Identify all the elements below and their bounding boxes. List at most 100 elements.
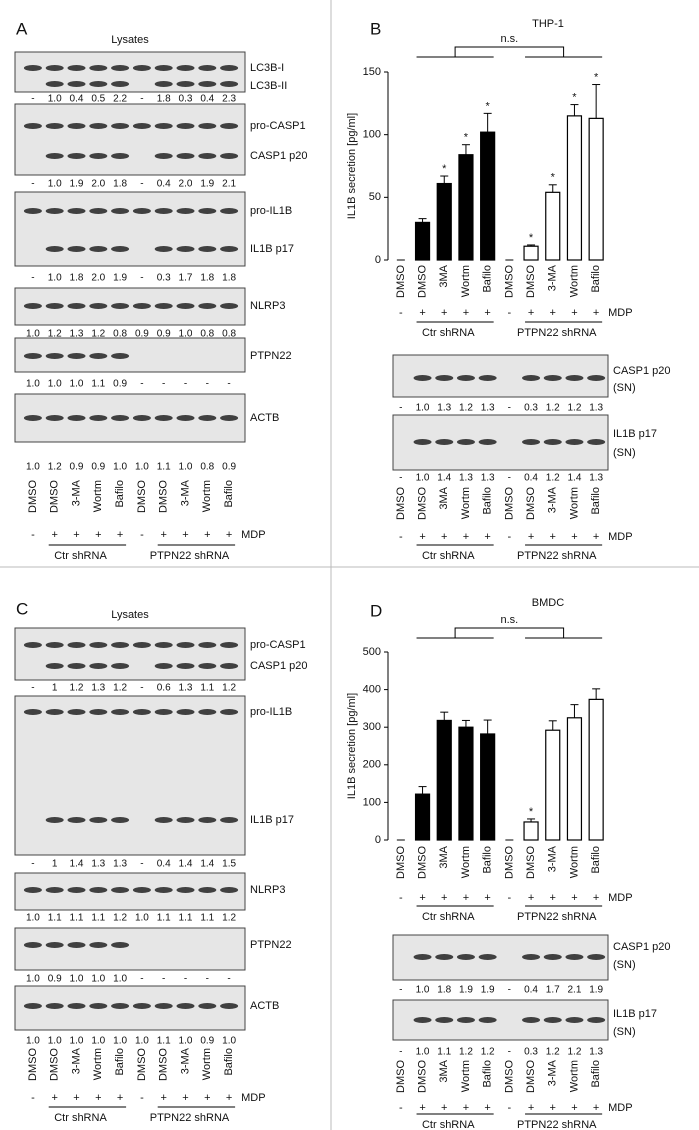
treatment-sign: + [484,1102,490,1114]
treatment-sign: + [528,892,534,904]
band [198,709,217,715]
treatment-sign: - [399,307,403,319]
band [67,303,86,309]
quant-value: 1.0 [70,1036,84,1047]
treatment-sign: + [226,529,232,541]
quant-value: 1.4 [437,473,451,484]
treatment-sign: + [160,529,166,541]
quant-value: - [184,974,187,985]
quant-value: 1.0 [70,974,84,985]
bar [588,117,604,261]
band [45,246,64,252]
quant-value: 1.0 [48,379,62,390]
quant-value: 0.4 [200,94,214,105]
band [543,439,562,445]
lane-label: 3-MA [179,479,191,506]
band [176,1003,195,1009]
band [67,887,86,893]
lane-label: Bafilo [223,480,235,508]
band-label: CASP1 p20 [250,660,307,672]
band-label: CASP1 p20 [613,365,670,377]
quant-value: 2.0 [91,179,105,190]
treatment-sign: + [73,529,79,541]
quant-value: - [399,1047,402,1058]
lane-label: Bafilo [482,487,494,515]
x-tick-label: 3MA [438,264,450,287]
band [45,303,64,309]
y-tick-label: 500 [363,646,381,658]
x-tick-label: Wortm [460,846,472,878]
bar [566,115,583,261]
quant-value: - [227,974,230,985]
band-label: pro-IL1B [250,706,292,718]
treatment-sign: - [31,529,35,541]
band-label: PTPN22 [250,350,292,362]
quant-value: - [31,683,34,694]
quant-value: 1.0 [48,1036,62,1047]
band [176,81,195,87]
lane-label: 3MA [438,1059,450,1082]
treatment-sign: + [182,529,188,541]
quant-value: 2.0 [179,179,193,190]
band [45,709,64,715]
treatment-sign: + [117,1092,123,1104]
lane-label: DMSO [27,480,39,513]
quant-value: 1.5 [222,859,236,870]
quant-value: 1.0 [179,1036,193,1047]
quant-value: 1.0 [48,273,62,284]
significance-mark: * [529,232,534,244]
panel-letter: B [370,19,381,38]
quant-value: 1.1 [157,1036,171,1047]
band [154,246,173,252]
group-label: PTPN22 shRNA [517,911,597,923]
treatment-sign: + [484,531,490,543]
quant-value: 1.4 [200,859,214,870]
quant-value: 1.0 [416,1047,430,1058]
band [522,954,541,960]
quant-value: 0.4 [70,94,84,105]
lane-label: DMSO [27,1048,39,1081]
treatment-sign: + [528,307,534,319]
band [23,123,42,129]
band [23,1003,42,1009]
band [45,663,64,669]
band [176,303,195,309]
band [45,81,64,87]
lane-label: DMSO [503,487,515,520]
quant-value: 1.2 [459,403,473,414]
x-tick-label: DMSO [525,846,537,879]
lane-label: Bafilo [590,487,602,515]
band [220,887,239,893]
band [111,303,130,309]
quant-value: 1.2 [546,403,560,414]
x-tick-label: Wortm [568,846,580,878]
treatment-sign: - [508,892,512,904]
band [132,303,151,309]
significance-mark: * [572,91,577,103]
band [543,1017,562,1023]
band [154,81,173,87]
treatment-label: MDP [608,531,632,543]
band [111,817,130,823]
quant-value: 1.0 [26,1036,40,1047]
lane-label: DMSO [416,487,428,520]
band [132,65,151,71]
band [89,65,108,71]
x-tick-label: DMSO [525,265,537,298]
band [111,246,130,252]
band [435,954,454,960]
group-label: Ctr shRNA [54,1112,107,1124]
quant-value: 0.9 [48,974,62,985]
quant-value: 1.1 [91,379,105,390]
band [45,353,64,359]
quant-value: 1.9 [481,985,495,996]
lane-label: Bafilo [482,1060,494,1088]
quant-value: 0.3 [524,403,538,414]
band [89,208,108,214]
treatment-label: MDP [608,1102,632,1114]
quant-value: 1.0 [48,94,62,105]
band [198,153,217,159]
quant-value: 1.0 [91,1036,105,1047]
quant-value: 1.3 [437,403,451,414]
group-label: PTPN22 shRNA [517,1119,597,1130]
